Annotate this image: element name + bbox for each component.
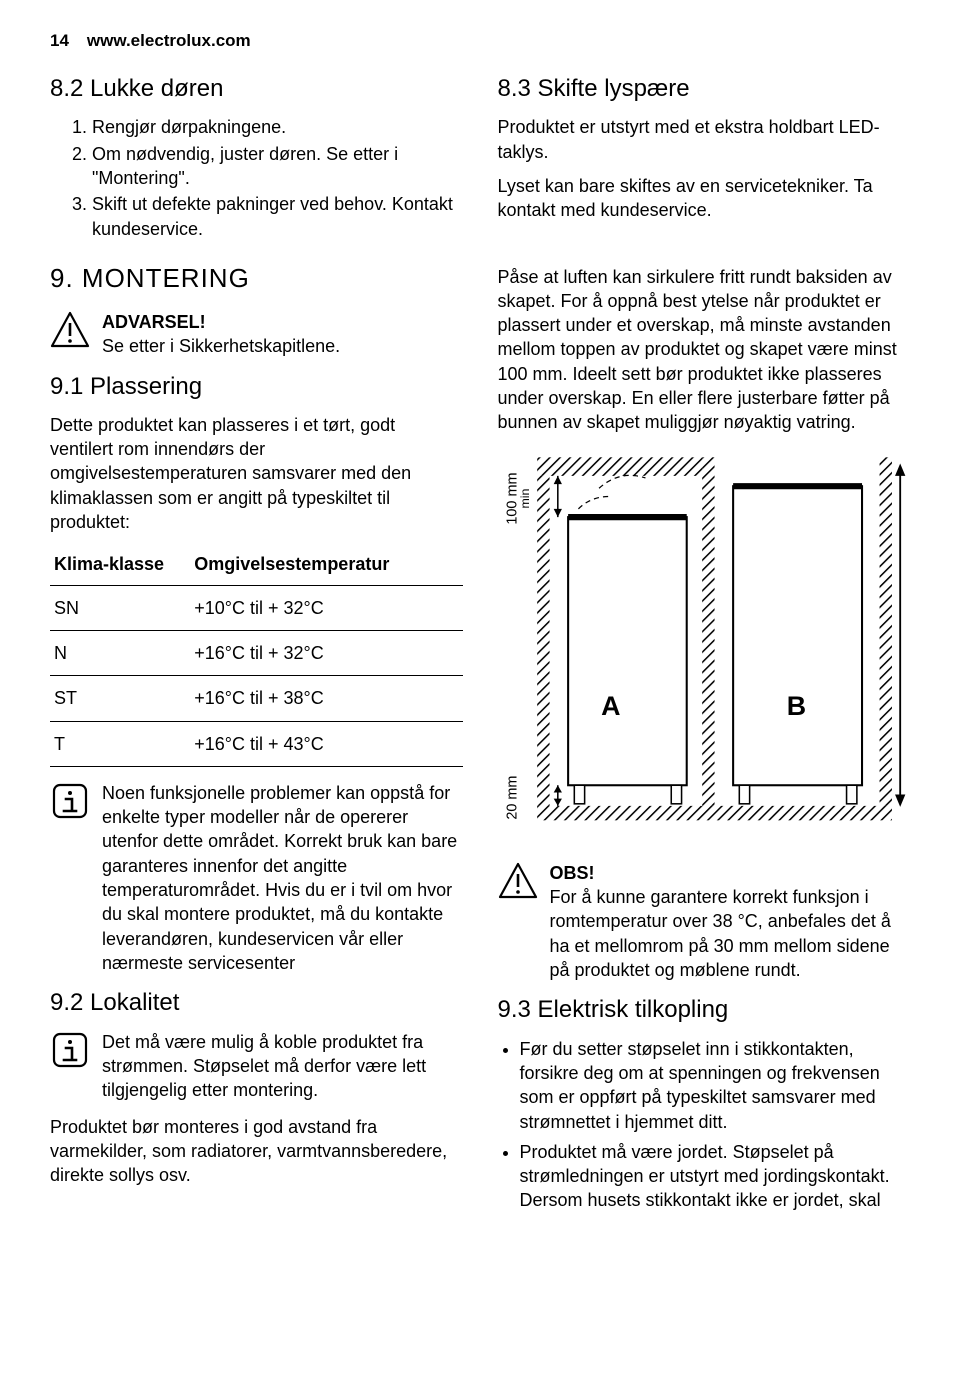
col-header: Klima-klasse — [50, 544, 190, 585]
info-text: Det må være mulig å koble produktet fra … — [102, 1030, 463, 1103]
paragraph: Produktet bør monteres i god avstand fra… — [50, 1115, 463, 1188]
header-url: www.electrolux.com — [87, 30, 251, 53]
right-column: 8.3 Skifte lyspære Produktet er utstyrt … — [498, 73, 911, 1219]
info-icon — [50, 1030, 90, 1070]
heading-9: 9. MONTERING — [50, 261, 463, 296]
list-item: Rengjør dørpakningene. — [92, 115, 463, 139]
page-number: 14 — [50, 30, 69, 53]
heading-8-2: 8.2 Lukke døren — [50, 73, 463, 105]
table-row: SN+10°C til + 32°C — [50, 585, 463, 630]
heading-8-3: 8.3 Skifte lyspære — [498, 73, 911, 105]
bullets-9-3: Før du setter støpselet inn i stikkontak… — [498, 1037, 911, 1213]
clearance-diagram: 100 mm min 20 mm A B — [498, 447, 911, 845]
warning-icon — [50, 310, 90, 350]
left-column: 8.2 Lukke døren Rengjør dørpakningene. O… — [50, 73, 463, 1219]
obs-callout: OBS! For å kunne garantere korrekt funks… — [498, 861, 911, 982]
list-item: Skift ut defekte pakninger ved behov. Ko… — [92, 192, 463, 241]
paragraph: Lyset kan bare skiftes av en servicetekn… — [498, 174, 911, 223]
info-note-2: Det må være mulig å koble produktet fra … — [50, 1030, 463, 1103]
list-item: Om nødvendig, juster døren. Se etter i "… — [92, 142, 463, 191]
heading-9-2: 9.2 Lokalitet — [50, 987, 463, 1019]
list-item: Produktet må være jordet. Støpselet på s… — [520, 1140, 911, 1213]
obs-text: For å kunne garantere korrekt funksjon i… — [550, 885, 911, 982]
table-row: N+16°C til + 32°C — [50, 630, 463, 675]
list-item: Før du setter støpselet inn i stikkontak… — [520, 1037, 911, 1134]
obs-label: OBS! — [550, 861, 911, 885]
table-row: ST+16°C til + 38°C — [50, 676, 463, 721]
table-row: T+16°C til + 43°C — [50, 721, 463, 766]
info-note-1: Noen funksjonelle problemer kan oppstå f… — [50, 781, 463, 975]
warning-advarsel: ADVARSEL! Se etter i Sikkerhetskapitlene… — [50, 310, 463, 359]
warning-text: Se etter i Sikkerhetskapitlene. — [102, 334, 463, 358]
info-text: Noen funksjonelle problemer kan oppstå f… — [102, 781, 463, 975]
steps-8-2: Rengjør dørpakningene. Om nødvendig, jus… — [50, 115, 463, 240]
heading-9-3: 9.3 Elektrisk tilkopling — [498, 994, 911, 1026]
warning-label: ADVARSEL! — [102, 310, 463, 334]
paragraph: Produktet er utstyrt med et ekstra holdb… — [498, 115, 911, 164]
info-icon — [50, 781, 90, 821]
heading-9-1: 9.1 Plassering — [50, 371, 463, 403]
paragraph: Dette produktet kan plasseres i et tørt,… — [50, 413, 463, 534]
col-header: Omgivelsestemperatur — [190, 544, 462, 585]
diag-label-20mm: 20 mm — [504, 775, 520, 819]
diag-label-min: min — [517, 488, 531, 508]
diag-label-b: B — [786, 691, 805, 721]
diag-label-a: A — [601, 691, 620, 721]
paragraph: Påse at luften kan sirkulere fritt rundt… — [498, 265, 911, 435]
klima-table: Klima-klasse Omgivelsestemperatur SN+10°… — [50, 544, 463, 766]
warning-icon — [498, 861, 538, 901]
